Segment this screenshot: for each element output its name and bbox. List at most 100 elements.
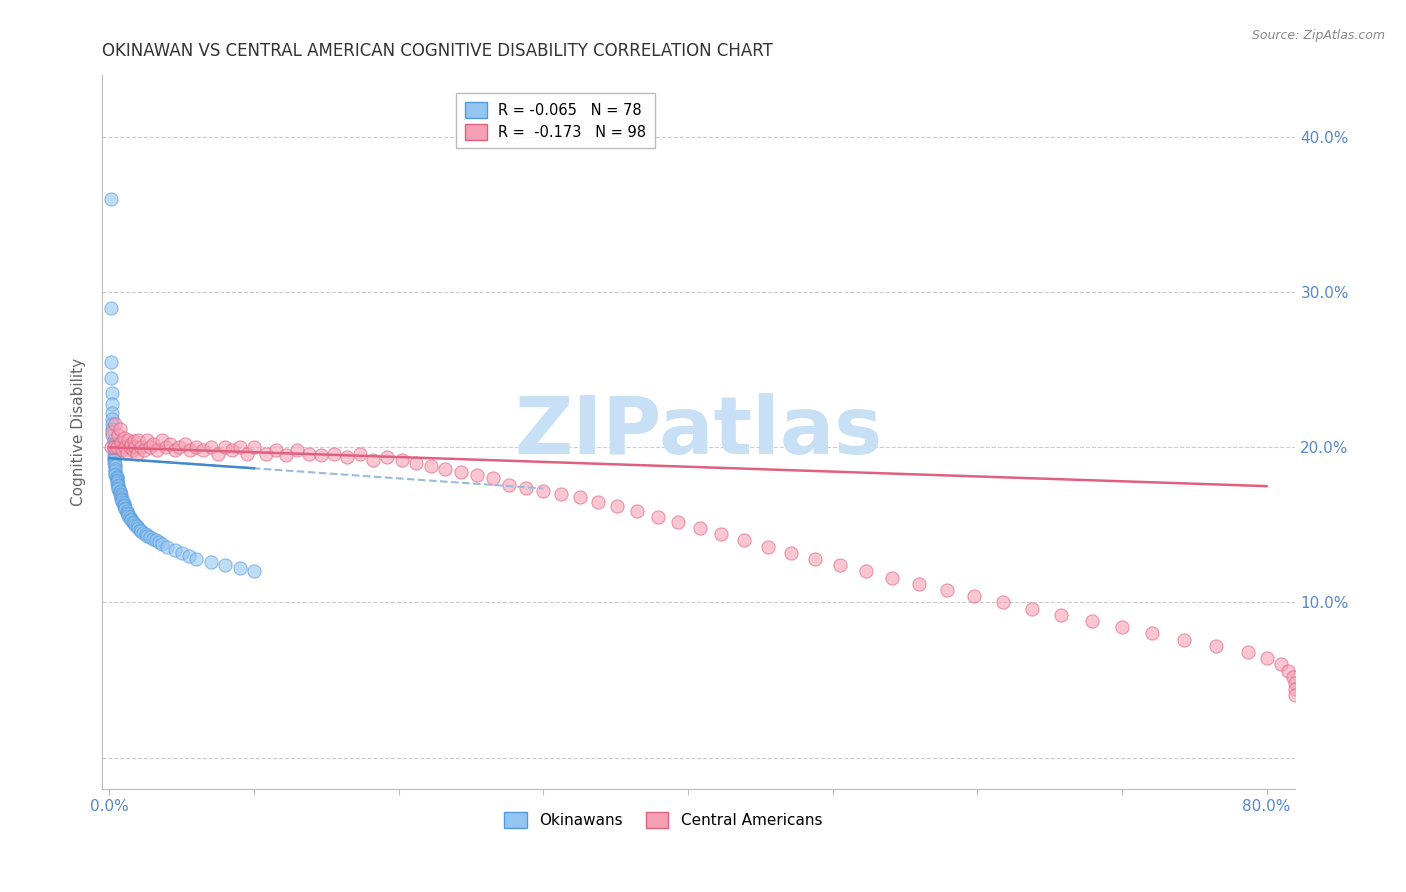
Point [121,443,143,458]
Point [108,487,131,501]
Point [150,536,173,550]
Point [103,433,125,447]
Point [108,483,131,498]
Point [207,446,229,460]
Point [1256,651,1278,665]
Point [110,435,132,450]
Point [264,443,287,458]
Point [1050,607,1073,622]
Point [110,490,132,504]
Point [101,428,124,442]
Point [309,448,332,462]
Point [993,595,1015,609]
Point [103,437,125,451]
Point [107,477,129,491]
Point [103,451,125,466]
Point [105,441,128,455]
Point [1142,626,1164,640]
Point [127,521,149,535]
Point [710,527,733,541]
Point [125,519,148,533]
Point [336,450,359,464]
Legend: Okinawans, Central Americans: Okinawans, Central Americans [498,805,828,834]
Point [733,533,755,548]
Point [104,464,127,478]
Point [361,452,384,467]
Point [117,433,139,447]
Point [193,443,215,458]
Point [148,535,170,549]
Point [114,502,136,516]
Point [114,441,136,455]
Point [104,458,127,472]
Point [103,441,125,455]
Point [163,542,186,557]
Point [105,475,128,489]
Point [828,558,851,573]
Point [434,462,457,476]
Point [150,433,173,447]
Point [214,558,236,573]
Point [156,540,179,554]
Point [107,482,129,496]
Point [254,446,277,460]
Point [498,477,520,491]
Point [142,437,165,451]
Point [112,498,135,512]
Point [105,471,128,485]
Point [118,441,141,455]
Point [104,462,127,476]
Point [228,441,250,455]
Point [1111,620,1133,634]
Point [108,485,131,500]
Point [139,530,162,544]
Point [103,456,125,470]
Point [214,441,236,455]
Point [179,443,201,458]
Point [531,483,554,498]
Point [110,488,132,502]
Point [103,441,125,455]
Point [481,471,503,485]
Point [120,512,142,526]
Point [1173,632,1195,647]
Point [100,301,122,315]
Point [756,540,779,554]
Point [101,397,124,411]
Point [1284,676,1306,690]
Point [115,506,138,520]
Point [1205,639,1227,653]
Point [112,431,135,445]
Point [170,546,193,560]
Text: ZIPatlas: ZIPatlas [515,392,883,471]
Point [1284,682,1306,697]
Point [105,476,128,491]
Point [606,500,628,514]
Point [104,417,127,431]
Point [104,468,127,483]
Point [122,434,145,449]
Point [689,521,711,535]
Point [322,446,344,460]
Point [173,437,195,451]
Point [142,532,165,546]
Point [107,428,129,442]
Point [1236,645,1258,659]
Point [121,515,143,529]
Point [101,422,124,436]
Point [105,470,128,484]
Point [666,515,689,529]
Point [136,433,159,447]
Point [112,496,135,510]
Point [100,441,122,455]
Point [375,450,398,464]
Point [186,552,208,566]
Point [100,370,122,384]
Point [221,443,243,458]
Point [101,386,124,401]
Point [298,446,321,460]
Point [155,441,177,455]
Point [1021,601,1043,615]
Point [287,443,309,458]
Text: OKINAWAN VS CENTRAL AMERICAN COGNITIVE DISABILITY CORRELATION CHART: OKINAWAN VS CENTRAL AMERICAN COGNITIVE D… [103,42,773,60]
